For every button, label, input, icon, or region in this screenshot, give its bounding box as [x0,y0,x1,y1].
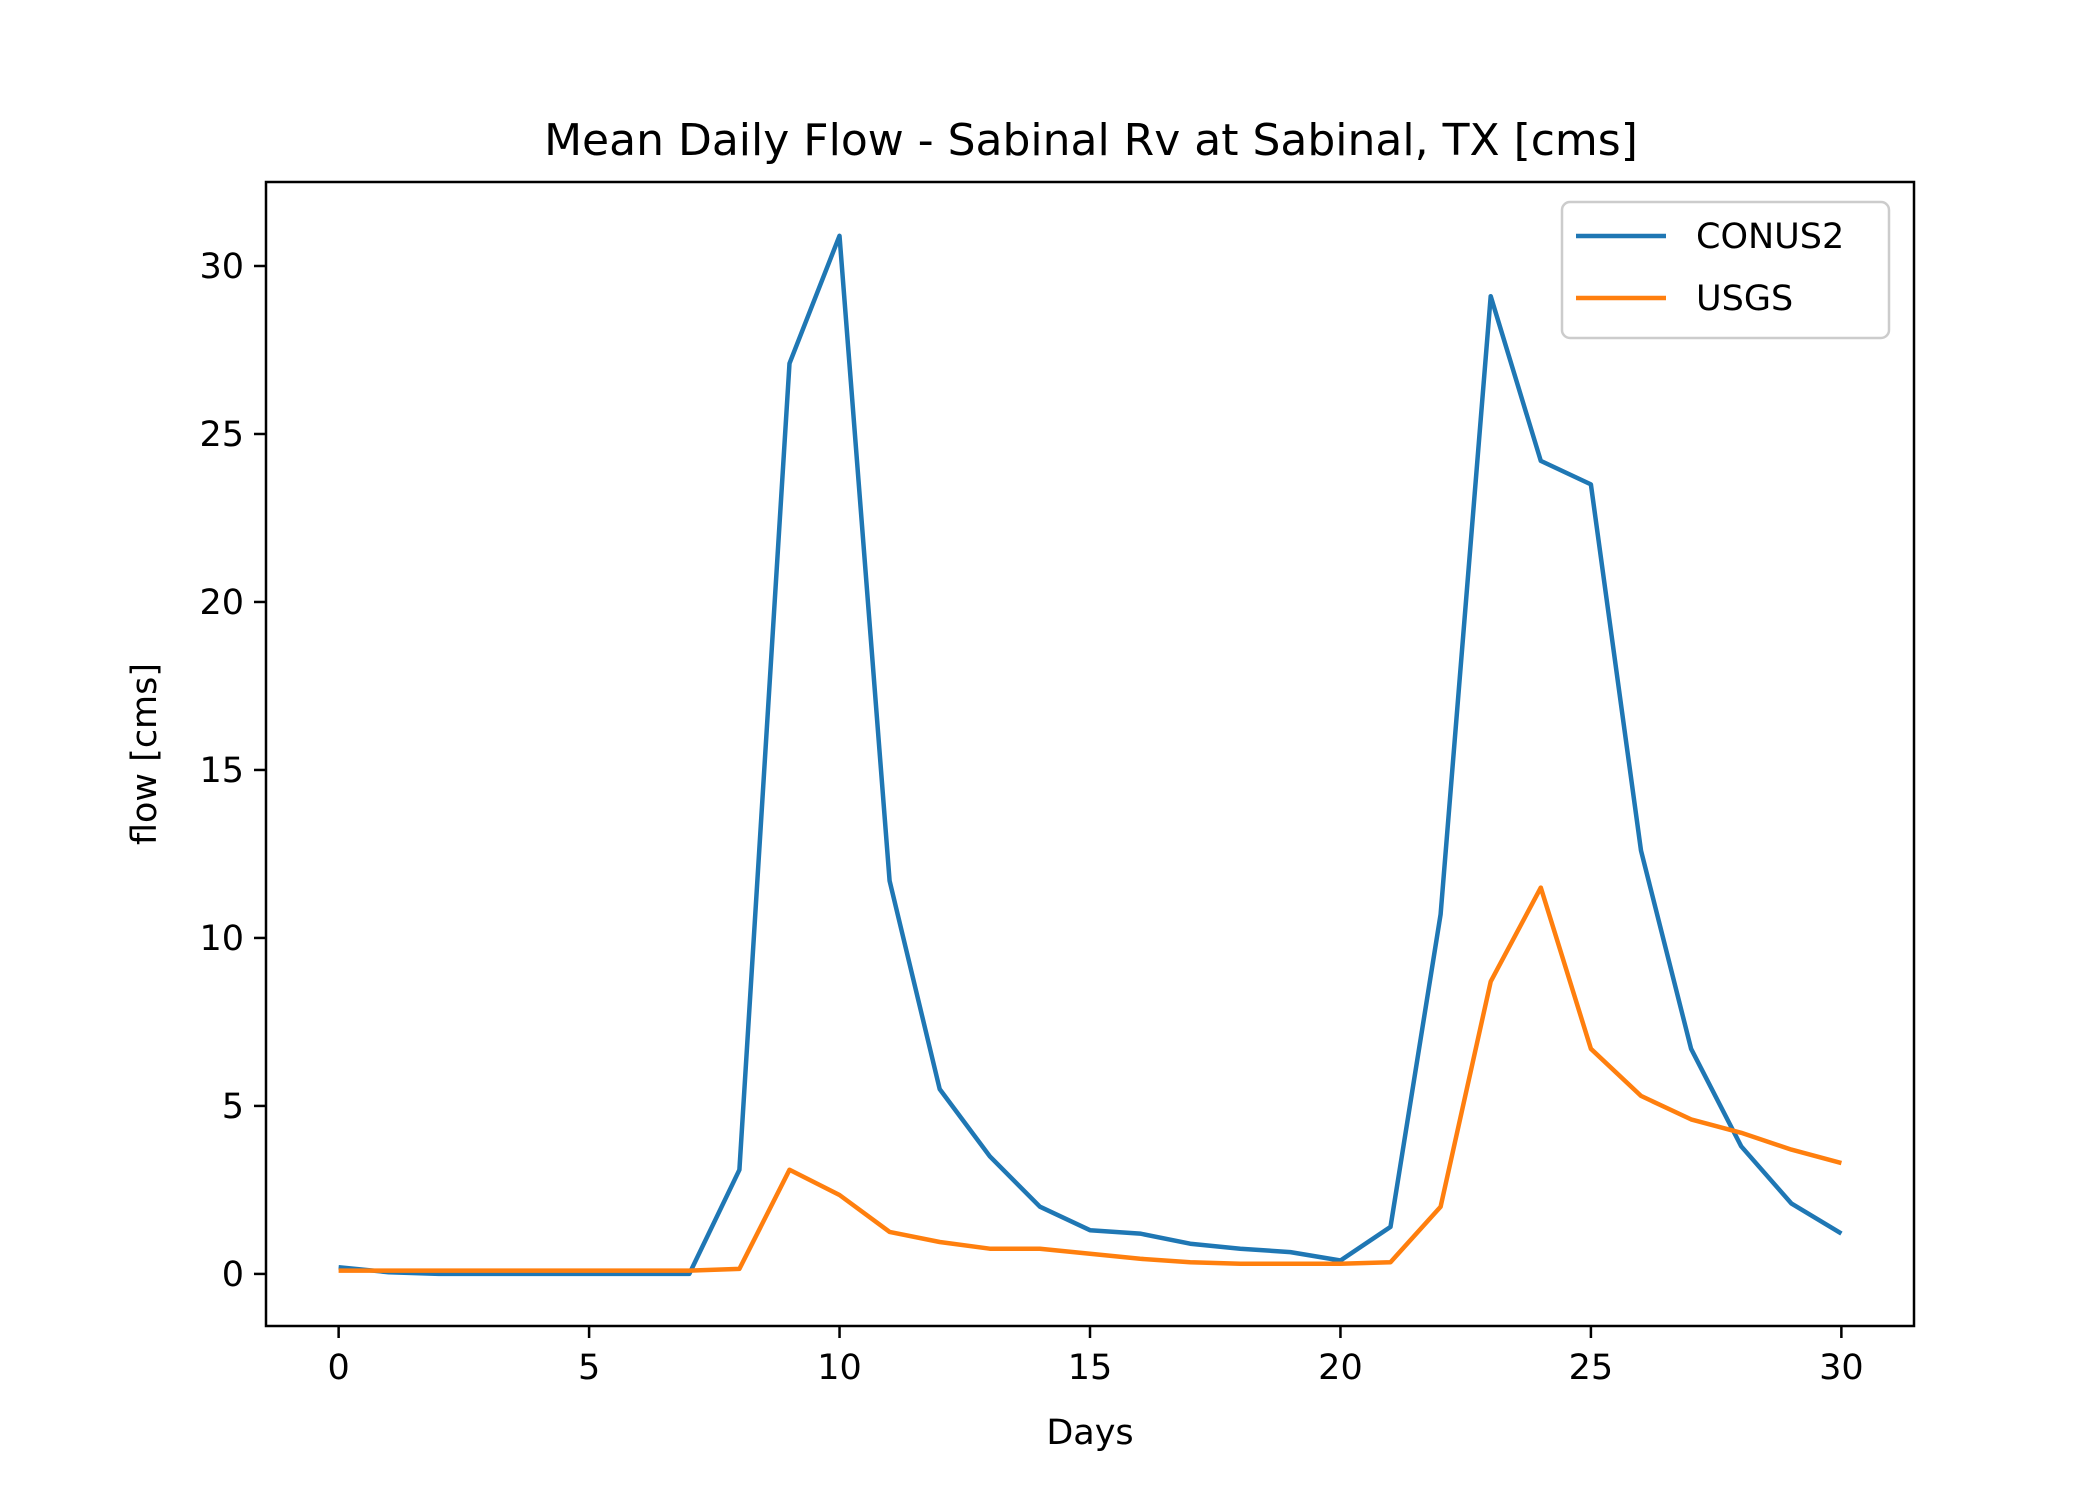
x-axis-ticks: 0 5 10 15 20 25 30 [327,1326,1864,1388]
data-point-conus2 [737,1168,741,1172]
y-tick-label: 5 [222,1087,244,1127]
x-tick-label: 25 [1569,1348,1614,1388]
data-point-usgs [1088,1252,1092,1256]
data-point-conus2 [1389,1225,1393,1229]
data-point-conus2 [788,361,792,365]
x-tick-label: 10 [817,1348,862,1388]
data-point-conus2 [1489,294,1493,298]
data-point-usgs [1288,1262,1292,1266]
y-axis-ticks: 0 5 10 15 20 25 30 [199,247,266,1295]
x-tick-label: 5 [578,1348,600,1388]
data-point-usgs [387,1269,391,1273]
data-point-usgs [788,1168,792,1172]
data-point-usgs [1789,1148,1793,1152]
data-point-conus2 [1589,482,1593,486]
x-tick-label: 15 [1068,1348,1113,1388]
data-point-usgs [1038,1247,1042,1251]
data-point-conus2 [1288,1250,1292,1254]
data-point-usgs [1839,1161,1843,1165]
data-point-usgs [1539,886,1543,890]
series-line-conus2 [338,233,1843,1277]
y-tick-label: 0 [222,1255,244,1295]
x-tick-label: 20 [1318,1348,1363,1388]
y-tick-label: 15 [199,751,244,791]
data-point-usgs [1589,1047,1593,1051]
data-point-usgs [1238,1262,1242,1266]
data-point-usgs [337,1269,341,1273]
data-point-usgs [687,1269,691,1273]
y-tick-label: 10 [199,919,244,959]
data-point-conus2 [1138,1232,1142,1236]
data-point-usgs [1739,1131,1743,1135]
data-point-usgs [487,1269,491,1273]
y-tick-label: 30 [199,247,244,287]
data-point-usgs [1439,1205,1443,1209]
data-point-conus2 [1739,1144,1743,1148]
data-point-conus2 [1238,1247,1242,1251]
data-point-usgs [537,1269,541,1273]
data-point-usgs [1639,1094,1643,1098]
y-axis-label: flow [cms] [125,663,165,845]
data-point-conus2 [838,234,842,238]
data-point-usgs [838,1193,842,1197]
data-point-usgs [1389,1260,1393,1264]
data-point-usgs [587,1269,591,1273]
data-point-usgs [637,1269,641,1273]
data-point-usgs [1489,980,1493,984]
data-point-usgs [737,1267,741,1271]
data-point-conus2 [1038,1205,1042,1209]
data-point-usgs [1138,1257,1142,1261]
x-tick-label: 0 [327,1348,349,1388]
data-point-conus2 [1839,1232,1843,1236]
chart-title: Mean Daily Flow - Sabinal Rv at Sabinal,… [544,115,1638,166]
data-point-conus2 [1689,1047,1693,1051]
data-point-conus2 [1188,1242,1192,1246]
data-point-conus2 [1639,849,1643,853]
data-point-usgs [888,1230,892,1234]
data-point-conus2 [988,1154,992,1158]
data-point-usgs [938,1240,942,1244]
data-point-usgs [988,1247,992,1251]
data-point-conus2 [938,1087,942,1091]
data-point-conus2 [1789,1201,1793,1205]
data-point-conus2 [1539,459,1543,463]
data-point-usgs [437,1269,441,1273]
y-tick-label: 25 [199,415,244,455]
data-point-usgs [1188,1260,1192,1264]
legend: CONUS2 USGS [1560,200,1891,340]
series-layer [337,233,1843,1277]
data-point-conus2 [888,879,892,883]
legend-label-conus2: CONUS2 [1696,217,1844,257]
legend-label-usgs: USGS [1696,279,1793,319]
x-axis-label: Days [1046,1413,1133,1453]
data-point-usgs [1689,1117,1693,1121]
y-tick-label: 20 [199,583,244,623]
series-line-usgs [338,885,1842,1273]
data-point-conus2 [1088,1228,1092,1232]
data-point-usgs [1339,1262,1343,1266]
x-tick-label: 30 [1819,1348,1864,1388]
data-point-conus2 [1439,912,1443,916]
